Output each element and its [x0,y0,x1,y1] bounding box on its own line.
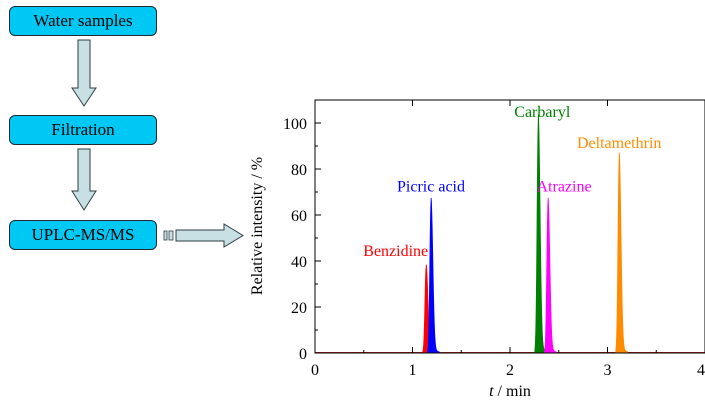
y-tick-label: 0 [299,346,307,363]
right-arrow [163,223,244,248]
peak-label-deltamethrin: Deltamethrin [577,135,661,152]
down-arrow-1 [71,39,97,107]
x-tick-label: 3 [604,362,612,379]
peak-atrazine [544,197,557,354]
x-tick-label: 1 [409,362,417,379]
peak-label-carbaryl: Carbaryl [514,104,571,121]
y-axis-label: Relative intensity / % [249,157,266,295]
x-tick-label: 2 [506,362,514,379]
x-axis-label-unit: / min [494,383,531,400]
peak-label-picric-acid: Picric acid [397,179,465,196]
peak-deltamethrin [615,152,628,354]
peak-label-atrazine: Atrazine [536,179,591,196]
x-tick-label: 4 [697,362,705,379]
peak-label-benzidine: Benzidine [363,243,428,260]
x-axis-label: t / min [489,383,531,400]
peak-picric-acid [427,197,440,354]
x-axis-label-var: t [489,383,494,400]
flow-step-uplc-msms: UPLC-MS/MS [9,220,157,250]
flow-step-filtration: Filtration [9,115,157,145]
y-tick-label: 80 [291,162,307,179]
y-tick-label: 40 [291,254,307,271]
flow-step-water-samples: Water samples [9,6,157,36]
down-arrow-2 [71,148,97,211]
y-tick-label: 100 [283,116,307,133]
x-tick-label: 0 [311,362,319,379]
y-tick-label: 20 [291,300,307,317]
y-tick-label: 60 [291,208,307,225]
peak-carbaryl [534,114,547,354]
